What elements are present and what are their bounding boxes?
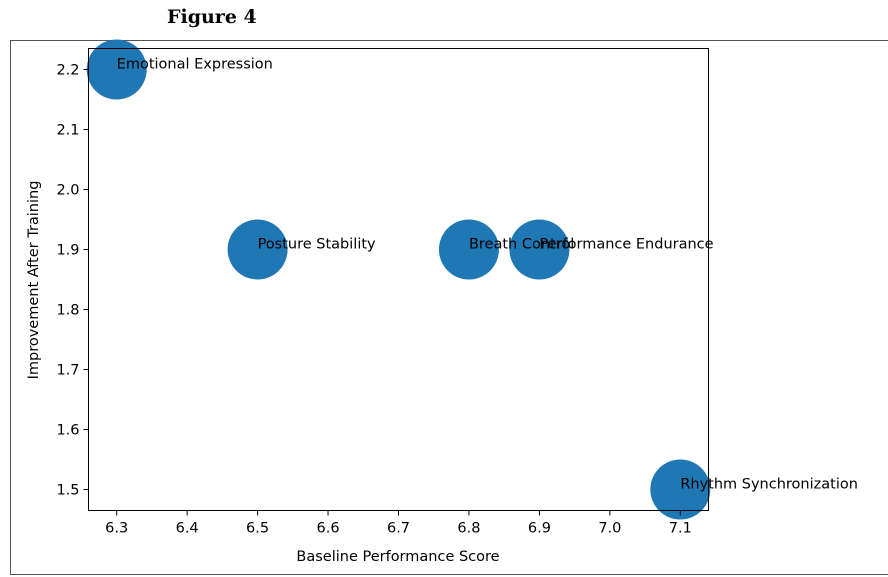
x-tick-label: 6.6 — [317, 521, 340, 537]
x-tick-label: 6.8 — [457, 521, 480, 537]
x-axis-ticks: 6.3 6.4 6.5 6.6 6.7 6.8 6.9 7.0 7.1 — [105, 510, 692, 537]
point-label: Rhythm Synchronization — [680, 477, 858, 493]
bubble-point — [650, 459, 711, 520]
bubble-point — [438, 219, 499, 280]
bubble-point — [227, 219, 288, 280]
y-tick-label: 1.7 — [56, 363, 79, 379]
y-axis-label: Improvement After Training — [26, 181, 42, 380]
y-tick-label: 2.2 — [56, 63, 79, 79]
point-label: Breath Control — [469, 237, 574, 253]
bubble-point — [509, 219, 570, 280]
point-labels-layer: Emotional Expression Posture Stability Bre… — [117, 57, 858, 493]
point-label: Emotional Expression — [117, 57, 273, 73]
x-tick-label: 6.3 — [105, 521, 128, 537]
plot-area-border — [88, 48, 709, 511]
x-tick-label: 6.9 — [528, 521, 551, 537]
x-tick-label: 7.1 — [669, 521, 692, 537]
bubble-point — [86, 39, 147, 100]
point-label: Performance Endurance — [539, 237, 713, 253]
figure-heading: Figure 4 — [167, 6, 257, 28]
x-tick-label: 6.5 — [246, 521, 269, 537]
y-axis-ticks: 1.5 1.6 1.7 1.8 1.9 2.0 2.1 2.2 — [56, 63, 89, 499]
x-tick-label: 7.0 — [598, 521, 621, 537]
y-tick-label: 2.0 — [56, 183, 79, 199]
x-tick-label: 6.4 — [176, 521, 199, 537]
figure-frame — [10, 40, 888, 575]
x-tick-label: 6.7 — [387, 521, 410, 537]
points-layer — [86, 39, 711, 520]
x-axis-label: Baseline Performance Score — [296, 549, 499, 565]
y-tick-label: 1.8 — [56, 303, 79, 319]
y-tick-label: 1.5 — [56, 483, 79, 499]
y-tick-label: 2.1 — [56, 123, 79, 139]
point-label: Posture Stability — [258, 237, 376, 253]
y-tick-label: 1.6 — [56, 423, 79, 439]
y-tick-label: 1.9 — [56, 243, 79, 259]
